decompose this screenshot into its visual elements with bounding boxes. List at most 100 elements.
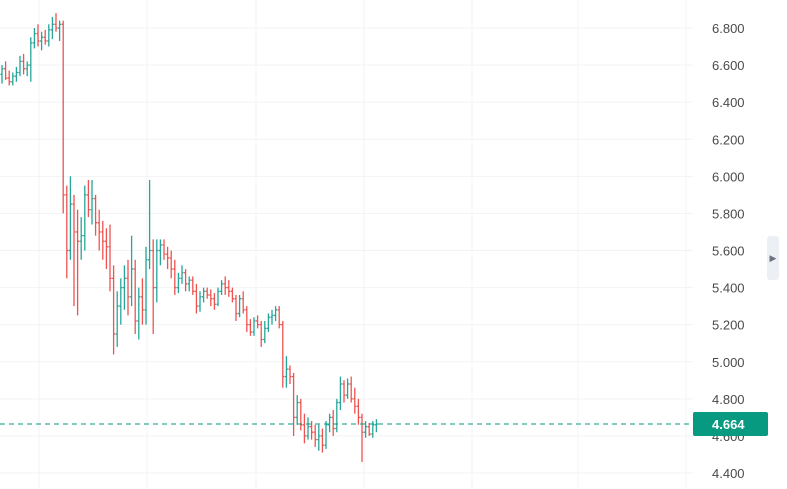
ohlc-bar: [86, 180, 90, 218]
ohlc-bar: [288, 365, 292, 384]
ohlc-bar: [151, 239, 155, 334]
ohlc-bar: [220, 280, 224, 295]
ohlc-bar: [270, 309, 274, 325]
ohlc-bar: [14, 66, 18, 82]
ohlc-bar: [18, 55, 22, 77]
ohlc-bar: [317, 424, 321, 451]
y-tick-label: 5.600: [712, 244, 745, 259]
y-tick-label: 6.000: [712, 169, 745, 184]
ohlc-bar: [119, 278, 123, 325]
ohlc-bar: [216, 287, 220, 307]
ohlc-bar: [184, 269, 188, 292]
ohlc-bar: [277, 306, 281, 329]
ohlc-bar: [0, 65, 4, 84]
ohlc-bar: [180, 265, 184, 284]
ohlc-bar: [374, 419, 378, 433]
ohlc-bar: [299, 398, 303, 431]
ohlc-bar: [140, 278, 144, 325]
ohlc-bar: [61, 20, 65, 214]
ohlc-bar: [29, 37, 33, 82]
ohlc-bar: [346, 378, 350, 399]
ohlc-bars: [0, 13, 378, 462]
y-tick-label: 6.600: [712, 58, 745, 73]
ohlc-bar: [166, 246, 170, 270]
ohlc-bar: [97, 209, 101, 251]
ohlc-bar: [234, 295, 238, 321]
ohlc-bar: [50, 16, 54, 40]
ohlc-bar: [43, 29, 47, 45]
ohlc-bar: [32, 28, 36, 49]
ohlc-bar: [47, 24, 51, 47]
ohlc-bar: [202, 287, 206, 303]
ohlc-bar: [40, 31, 44, 51]
ohlc-bar: [248, 319, 252, 336]
y-tick-label: 4.800: [712, 392, 745, 407]
ohlc-bar: [302, 413, 306, 444]
ohlc-bar: [320, 428, 324, 453]
ohlc-bar: [292, 372, 296, 436]
ohlc-bar: [227, 280, 231, 297]
ohlc-bar: [58, 20, 62, 41]
ohlc-bar: [331, 409, 335, 436]
ohlc-bar: [25, 61, 29, 77]
ohlc-bar: [54, 13, 58, 32]
ohlc-bar: [65, 185, 69, 279]
ohlc-bar: [191, 276, 195, 295]
ohlc-bar: [295, 395, 299, 425]
ohlc-bar: [108, 224, 112, 292]
ohlc-bar: [245, 306, 249, 333]
ohlc-bar: [4, 61, 8, 80]
ohlc-bar: [212, 293, 216, 310]
price-axis[interactable]: 6.800 6.600 6.400 6.200 6.000 5.800 5.600 5.400…: [712, 21, 745, 481]
ohlc-bar: [349, 376, 353, 403]
y-tick-label: 6.400: [712, 95, 745, 110]
y-tick-label: 5.400: [712, 281, 745, 296]
chevron-right-icon: ▶: [769, 252, 777, 263]
ohlc-bar: [328, 413, 332, 433]
ohlc-bar: [198, 291, 202, 312]
ohlc-bar: [342, 380, 346, 403]
ohlc-bar: [83, 185, 87, 251]
ohlc-bar: [133, 259, 137, 334]
ohlc-bar: [101, 220, 105, 260]
ohlc-bar: [313, 424, 317, 448]
ohlc-bar: [94, 194, 98, 236]
ohlc-bar: [137, 287, 141, 340]
ohlc-bar: [169, 250, 173, 279]
ohlc-bar: [205, 287, 209, 299]
y-tick-label: 4.400: [712, 466, 745, 481]
ohlc-bar: [148, 180, 152, 270]
axis-collapse-handle[interactable]: ▶: [767, 236, 779, 280]
y-tick-label: 5.200: [712, 318, 745, 333]
ohlc-bar: [367, 422, 371, 436]
ohlc-bar: [130, 235, 134, 307]
ohlc-bar: [284, 356, 288, 388]
ohlc-bar: [335, 398, 339, 433]
ohlc-bar: [252, 317, 256, 336]
ohlc-bar: [187, 276, 191, 292]
y-tick-label: 6.200: [712, 132, 745, 147]
ohlc-bar: [266, 313, 270, 333]
ohlc-bar: [360, 413, 364, 462]
ohlc-bar: [356, 398, 360, 425]
ohlc-bar: [144, 246, 148, 325]
ohlc-bar: [76, 209, 80, 316]
ohlc-bar: [263, 320, 267, 344]
ohlc-bar: [115, 291, 119, 347]
ohlc-bar: [72, 194, 76, 307]
ohlc-bar: [36, 24, 40, 47]
ohlc-bar: [281, 320, 285, 388]
ohlc-bar: [126, 259, 130, 316]
ohlc-bar: [310, 421, 314, 440]
ohlc-bar: [122, 265, 126, 310]
ohlc-bar: [209, 289, 213, 307]
ohlc-bar: [7, 70, 11, 86]
y-tick-label: 6.800: [712, 21, 745, 36]
ohlc-bar: [223, 276, 227, 295]
ohlc-bar: [90, 180, 94, 225]
ohlc-bar: [22, 53, 26, 75]
chart-grid: [0, 0, 693, 489]
ohlc-bar: [238, 295, 242, 318]
ohlc-bar: [173, 259, 177, 295]
